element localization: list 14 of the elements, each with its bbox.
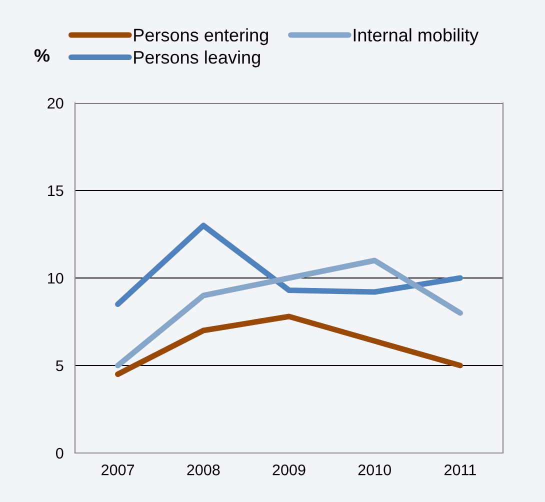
x-tick-label: 2011 (444, 464, 476, 476)
y-tick-label: 0 (56, 448, 64, 459)
y-tick-label: 10 (48, 272, 64, 284)
y-axis-title: % (34, 49, 50, 62)
legend-label: Persons entering (134, 28, 268, 46)
y-tick-label: 15 (48, 186, 64, 196)
x-tick-label: 2008 (187, 464, 220, 476)
x-tick-label: 2010 (358, 464, 391, 476)
x-tick-label: 2009 (272, 464, 306, 476)
y-tick-label: 20 (48, 98, 64, 109)
legend-label: Persons leaving (134, 50, 260, 68)
y-tick-label: 5 (56, 360, 64, 372)
legend-label: Internal mobility (354, 28, 479, 46)
x-tick-label: 2007 (102, 464, 134, 476)
